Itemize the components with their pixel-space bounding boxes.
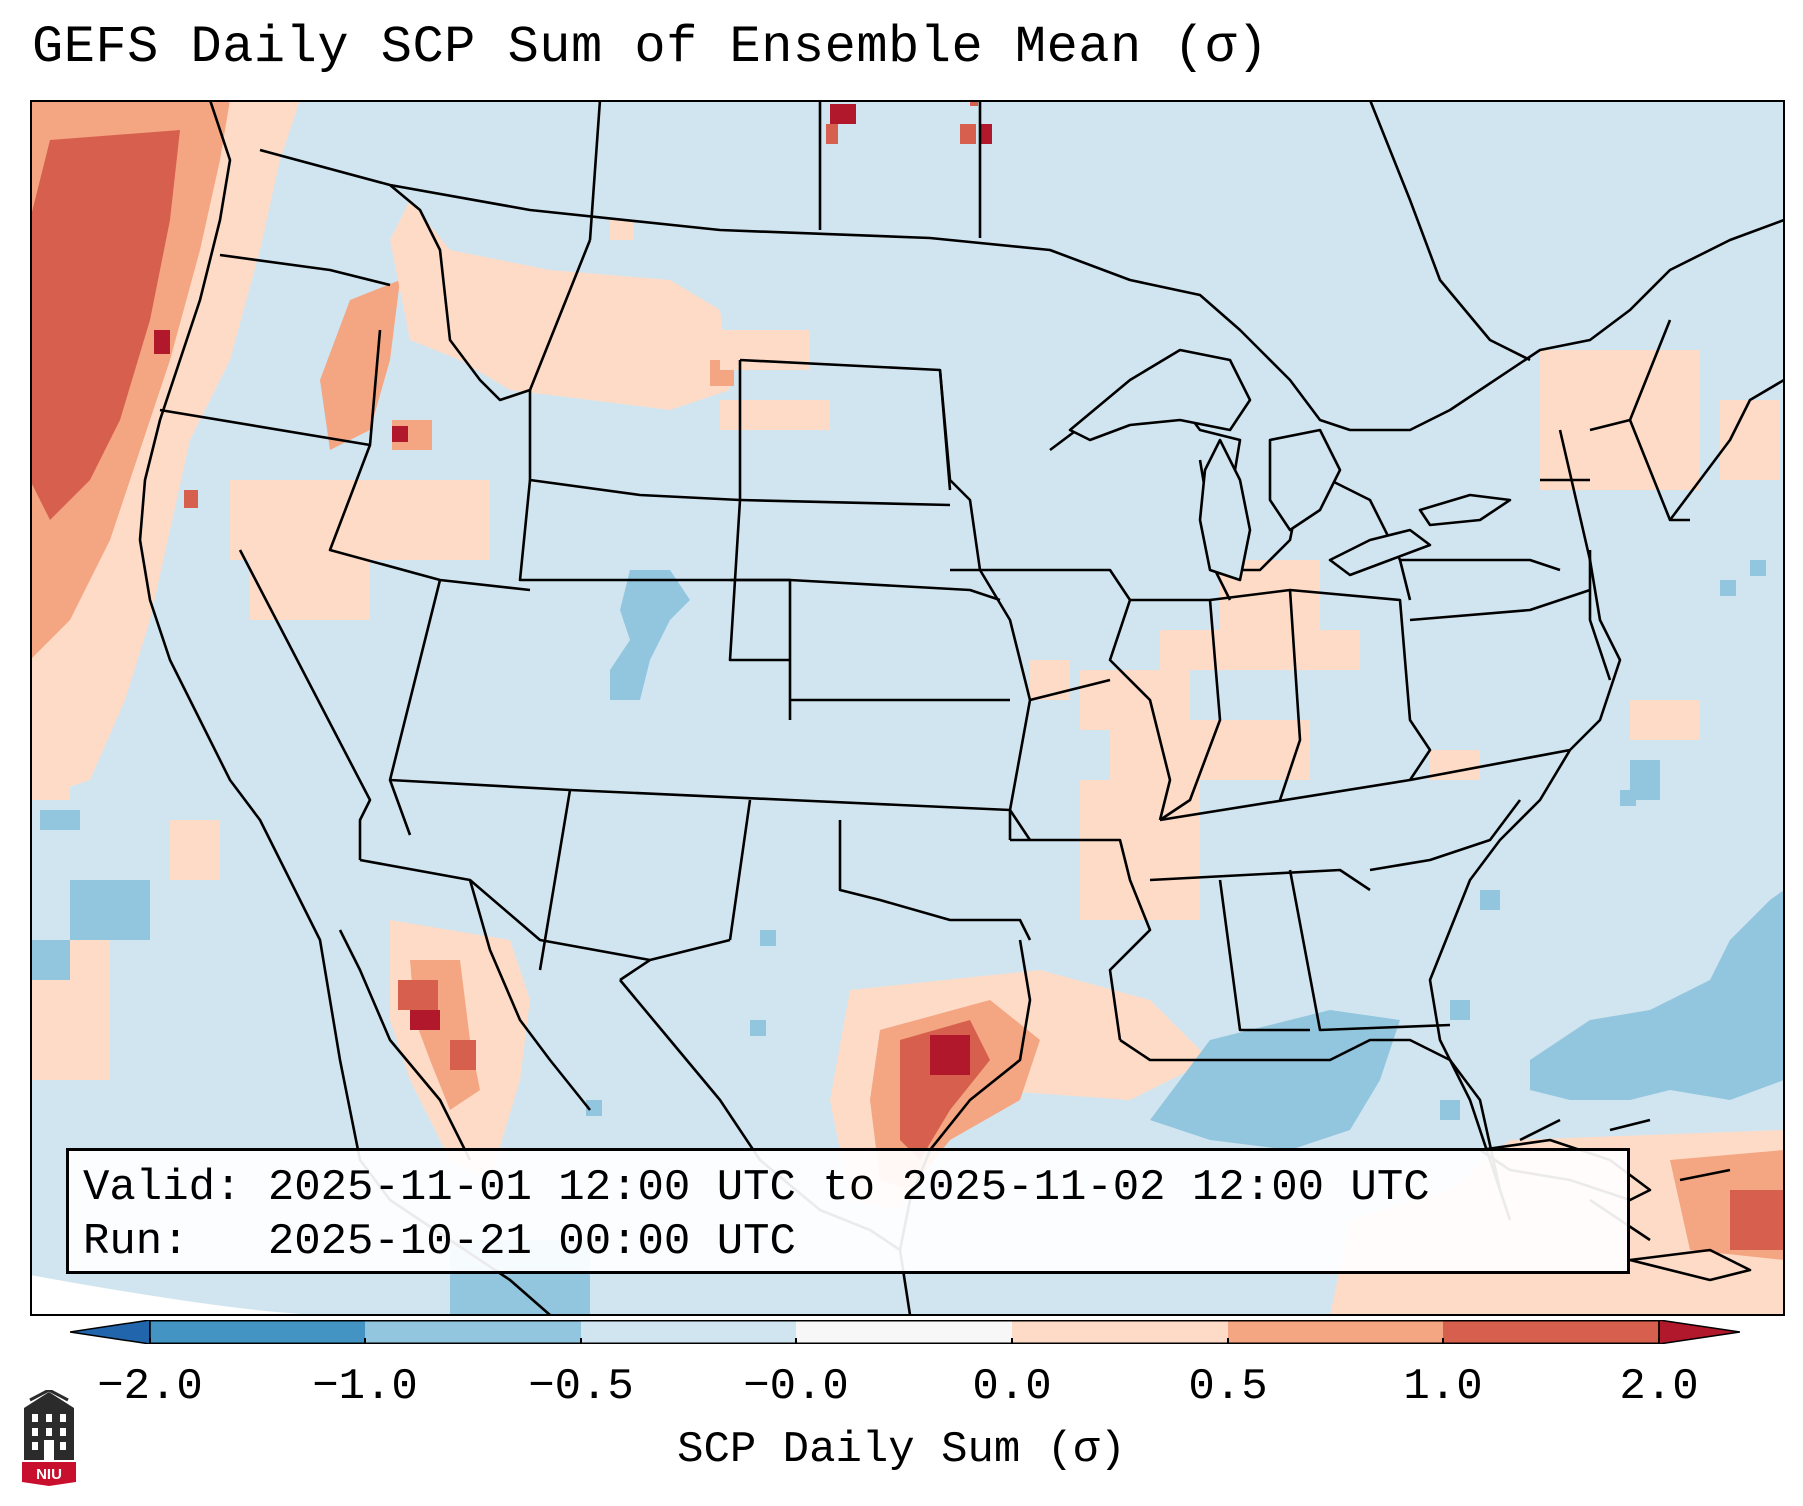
scp-map bbox=[30, 100, 1784, 1315]
colorbar-label: SCP Daily Sum (σ) bbox=[677, 1425, 1126, 1475]
valid-run-info-box: Valid: 2025-11-01 12:00 UTC to 2025-11-0… bbox=[66, 1148, 1630, 1274]
colorbar-tick-label: 0.5 bbox=[1188, 1362, 1268, 1412]
colorbar-extend-low bbox=[70, 1320, 151, 1344]
colorbar-tick-label: −1.0 bbox=[312, 1362, 418, 1412]
colorado-low-scp bbox=[586, 570, 776, 1116]
colorbar-segment bbox=[365, 1320, 581, 1344]
colorbar-extend-high bbox=[1658, 1320, 1740, 1344]
atlantic-low-scp bbox=[1530, 560, 1784, 1100]
logo-text: NIU bbox=[36, 1466, 62, 1483]
canada-high-scp bbox=[826, 100, 992, 144]
valid-label: Valid: bbox=[83, 1163, 242, 1213]
colorbar-tick-label: −0.0 bbox=[743, 1362, 849, 1412]
colorbar-segment bbox=[150, 1320, 365, 1344]
colorbar-segment bbox=[1443, 1320, 1659, 1344]
colorbar-segment bbox=[1012, 1320, 1228, 1344]
colorbar bbox=[70, 1320, 1740, 1344]
colorbar-segment bbox=[581, 1320, 796, 1344]
colorbar-tick-label: −2.0 bbox=[97, 1362, 203, 1412]
colorbar-segment bbox=[1228, 1320, 1443, 1344]
colorbar-tick-label: 2.0 bbox=[1619, 1362, 1699, 1412]
colorbar-segment bbox=[796, 1320, 1012, 1344]
great-lakes bbox=[1068, 348, 1512, 582]
valid-time: 2025-11-01 12:00 UTC to 2025-11-02 12:00… bbox=[267, 1163, 1430, 1213]
colorbar-tick-label: 0.0 bbox=[972, 1362, 1052, 1412]
gulf-low-scp bbox=[1150, 890, 1500, 1150]
niu-logo: NIU bbox=[22, 1390, 76, 1486]
run-label: Run: bbox=[83, 1217, 189, 1267]
chart-title: GEFS Daily SCP Sum of Ensemble Mean (σ) bbox=[32, 18, 1269, 77]
colorbar-tick-label: −0.5 bbox=[528, 1362, 634, 1412]
map-panel bbox=[30, 100, 1784, 1315]
state-boundaries bbox=[138, 100, 1784, 1315]
gulf-of-california-high-scp bbox=[390, 920, 530, 1180]
colorbar-tick-label: 1.0 bbox=[1403, 1362, 1483, 1412]
pacific-northwest-high-scp bbox=[30, 100, 734, 800]
run-time: 2025-10-21 00:00 UTC bbox=[267, 1217, 796, 1267]
projection-edge bbox=[30, 1275, 330, 1315]
